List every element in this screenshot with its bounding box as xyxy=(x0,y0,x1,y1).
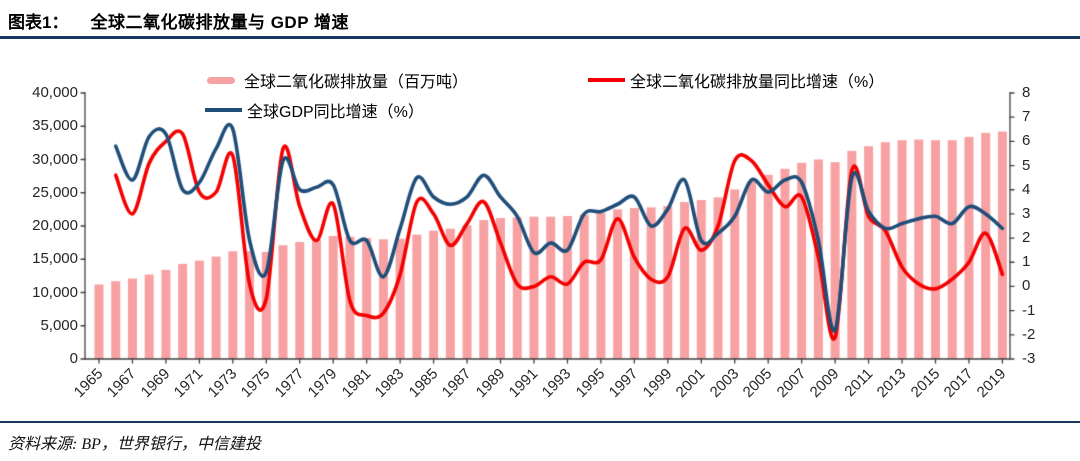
footer-rule xyxy=(0,421,1080,423)
y-axis-left-tick-label: 35,000 xyxy=(32,117,78,135)
legend-item-co2-emissions: 全球二氧化碳排放量（百万吨） xyxy=(207,70,469,91)
y-axis-right-tick-label: 7 xyxy=(1022,108,1031,126)
y-axis-right-tick-label: -2 xyxy=(1022,325,1036,343)
y-axis-right-tick-label: 0 xyxy=(1022,277,1031,295)
y-axis-left-tick-label: 30,000 xyxy=(32,150,78,168)
y-axis-left-tick-label: 10,000 xyxy=(32,283,78,301)
legend-item-co2-growth: 全球二氧化碳排放量同比增速（%） xyxy=(588,70,885,91)
y-axis-right-tick-label: 2 xyxy=(1022,229,1031,247)
y-axis-right-tick-label: 5 xyxy=(1022,156,1031,174)
legend-label: 全球二氧化碳排放量同比增速（%） xyxy=(630,74,885,91)
legend-item-gdp-growth: 全球GDP同比增速（%） xyxy=(205,100,424,121)
y-axis-right-tick-label: -1 xyxy=(1022,301,1036,319)
legend-label: 全球二氧化碳排放量（百万吨） xyxy=(244,74,469,91)
y-axis-right-tick-label: 4 xyxy=(1022,180,1031,198)
y-axis-left-tick-label: 25,000 xyxy=(32,183,78,201)
y-axis-right-tick-label: 8 xyxy=(1022,84,1031,101)
y-axis-left-tick-label: 20,000 xyxy=(32,217,78,234)
red-line-swatch-icon xyxy=(588,78,625,82)
y-axis-left-tick-label: 5,000 xyxy=(40,316,78,334)
source-note: 资料来源: BP，世界银行，中信建投 xyxy=(8,436,261,453)
bar-swatch-icon xyxy=(207,76,235,84)
y-axis-right-tick-label: 1 xyxy=(1022,253,1031,271)
y-axis-right-tick-label: 3 xyxy=(1022,204,1031,222)
y-axis-right-tick-label: 6 xyxy=(1022,132,1031,150)
y-axis-left-tick-label: 0 xyxy=(69,350,78,367)
legend-label: 全球GDP同比增速（%） xyxy=(247,104,424,121)
y-axis-left-tick-label: 40,000 xyxy=(32,84,78,101)
y-axis-right-tick-label: -3 xyxy=(1022,350,1036,367)
blue-line-swatch-icon xyxy=(205,108,242,112)
y-axis-left-tick-label: 15,000 xyxy=(32,250,78,268)
